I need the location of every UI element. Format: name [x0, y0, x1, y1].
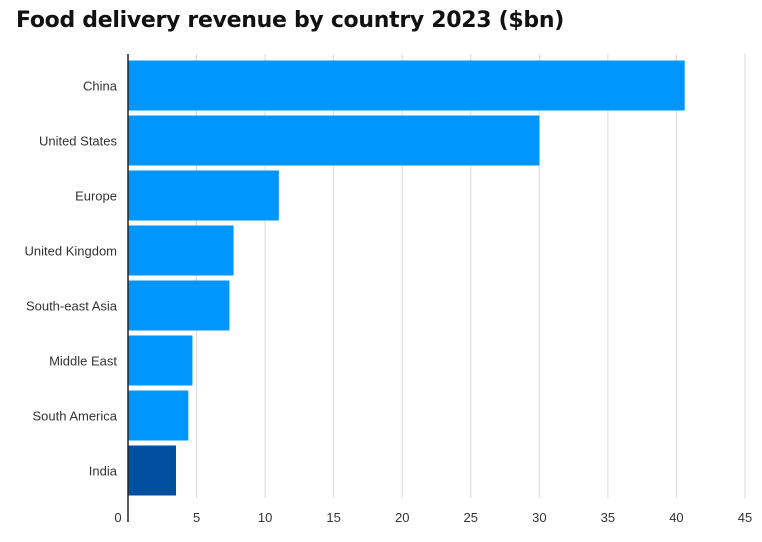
category-label-south-east-asia: South-east Asia — [26, 299, 118, 314]
category-label-south-america: South America — [32, 409, 117, 424]
bar-united-kingdom — [128, 225, 234, 276]
x-tick-labels: 0 5 10 15 20 25 30 35 40 45 — [114, 510, 752, 525]
bar-europe — [128, 170, 279, 221]
x-tick-label-0: 0 — [114, 510, 121, 525]
bar-south-east-asia — [128, 280, 230, 331]
bar-layer — [128, 60, 685, 496]
bar-middle-east — [128, 335, 193, 386]
category-label-india: India — [89, 464, 118, 479]
category-labels: China United States Europe United Kingdom So… — [25, 79, 118, 479]
x-tick-label-5: 5 — [193, 510, 200, 525]
x-tick-label-25: 25 — [464, 510, 478, 525]
chart-title: Food delivery revenue by country 2023 ($… — [16, 8, 564, 33]
x-tick-label-15: 15 — [326, 510, 340, 525]
bar-south-america — [128, 390, 189, 441]
category-label-europe: Europe — [75, 189, 117, 204]
bar-china — [128, 60, 685, 111]
bar-india — [128, 445, 176, 496]
category-label-middle-east: Middle East — [49, 354, 117, 369]
x-tick-label-10: 10 — [258, 510, 272, 525]
category-label-united-kingdom: United Kingdom — [25, 244, 118, 259]
x-tick-label-45: 45 — [738, 510, 752, 525]
category-label-china: China — [83, 79, 118, 94]
x-tick-label-30: 30 — [532, 510, 546, 525]
x-tick-label-20: 20 — [395, 510, 409, 525]
x-tick-label-35: 35 — [601, 510, 615, 525]
bar-united-states — [128, 115, 540, 166]
x-tick-label-40: 40 — [669, 510, 683, 525]
category-label-united-states: United States — [39, 134, 118, 149]
